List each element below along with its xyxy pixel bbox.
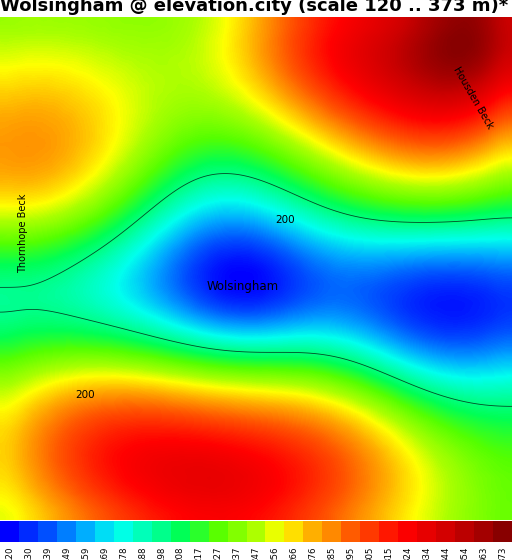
Bar [0, 521, 19, 542]
Bar [19, 521, 38, 542]
Bar [360, 521, 379, 542]
Text: Wolsingham: Wolsingham [206, 280, 279, 293]
Bar [455, 521, 474, 542]
Text: 159: 159 [81, 547, 90, 560]
Bar [152, 521, 170, 542]
Bar [38, 521, 57, 542]
Bar [493, 521, 512, 542]
Text: 178: 178 [119, 547, 128, 560]
Bar [266, 521, 285, 542]
Text: 198: 198 [157, 547, 166, 560]
Bar [208, 521, 227, 542]
Bar [379, 521, 398, 542]
Text: 247: 247 [251, 547, 261, 560]
Text: 334: 334 [422, 547, 431, 560]
Text: Wolsingham @ elevation.city (scale 120 .. 373 m)*: Wolsingham @ elevation.city (scale 120 .… [0, 0, 508, 15]
Text: 200: 200 [275, 216, 295, 225]
Bar [227, 521, 246, 542]
Text: Thornhope Beck: Thornhope Beck [18, 194, 28, 273]
Bar [342, 521, 360, 542]
Bar [285, 521, 304, 542]
Bar [323, 521, 342, 542]
Text: 200: 200 [75, 390, 95, 400]
Bar [170, 521, 189, 542]
Text: 324: 324 [403, 547, 412, 560]
Text: 295: 295 [346, 547, 355, 560]
Bar [398, 521, 417, 542]
Bar [474, 521, 493, 542]
Bar [57, 521, 76, 542]
Text: 315: 315 [384, 547, 393, 560]
Bar [436, 521, 455, 542]
Text: 373: 373 [498, 547, 507, 560]
Text: 188: 188 [138, 547, 147, 560]
Bar [246, 521, 266, 542]
Text: 208: 208 [176, 547, 185, 560]
Text: 237: 237 [232, 547, 242, 560]
Text: 344: 344 [441, 547, 450, 560]
Bar [189, 521, 208, 542]
Text: 256: 256 [270, 547, 280, 560]
Bar [76, 521, 95, 542]
Text: 285: 285 [327, 547, 336, 560]
Bar [304, 521, 323, 542]
Text: 120: 120 [5, 547, 14, 560]
Text: 169: 169 [100, 547, 109, 560]
Text: 227: 227 [214, 547, 223, 560]
Bar [133, 521, 152, 542]
Text: 217: 217 [195, 547, 204, 560]
Text: Housden Beck: Housden Beck [451, 64, 495, 130]
Text: 305: 305 [365, 547, 374, 560]
Text: 354: 354 [460, 547, 469, 560]
Bar [417, 521, 436, 542]
Text: 149: 149 [62, 547, 71, 560]
Bar [114, 521, 133, 542]
Text: 266: 266 [289, 547, 298, 560]
Text: 363: 363 [479, 547, 488, 560]
Bar [95, 521, 114, 542]
Text: 139: 139 [43, 547, 52, 560]
Text: 130: 130 [24, 547, 33, 560]
Text: 276: 276 [308, 547, 317, 560]
